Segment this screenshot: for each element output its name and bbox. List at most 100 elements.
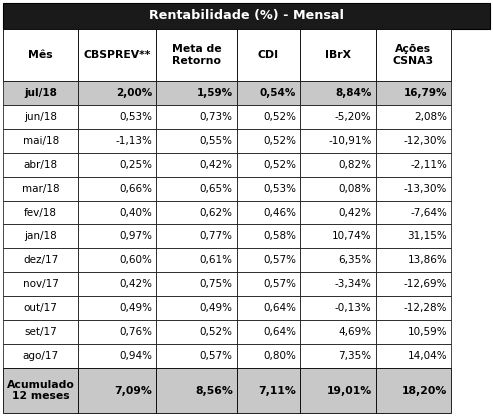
- Text: 0,52%: 0,52%: [263, 160, 296, 170]
- Text: 0,61%: 0,61%: [200, 255, 233, 265]
- Text: 31,15%: 31,15%: [407, 231, 447, 241]
- Bar: [3, 320, 78, 344]
- Bar: [237, 29, 300, 81]
- Text: 0,08%: 0,08%: [339, 183, 372, 193]
- Bar: [3, 129, 78, 153]
- Bar: [156, 272, 237, 296]
- Text: Rentabilidade (%) - Mensal: Rentabilidade (%) - Mensal: [149, 10, 344, 22]
- Bar: [3, 3, 490, 29]
- Text: 0,57%: 0,57%: [200, 351, 233, 361]
- Text: -13,30%: -13,30%: [404, 183, 447, 193]
- Text: 0,46%: 0,46%: [263, 208, 296, 218]
- Bar: [237, 153, 300, 177]
- Bar: [3, 105, 78, 129]
- Text: 0,53%: 0,53%: [263, 183, 296, 193]
- Bar: [376, 272, 451, 296]
- Text: 0,73%: 0,73%: [200, 112, 233, 122]
- Text: nov/17: nov/17: [23, 279, 59, 289]
- Bar: [237, 177, 300, 201]
- Text: 0,64%: 0,64%: [263, 303, 296, 313]
- Bar: [78, 201, 156, 225]
- Bar: [78, 177, 156, 201]
- Text: 19,01%: 19,01%: [326, 386, 372, 396]
- Text: 0,40%: 0,40%: [120, 208, 152, 218]
- Bar: [237, 201, 300, 225]
- Bar: [376, 248, 451, 272]
- Text: -3,34%: -3,34%: [335, 279, 372, 289]
- Text: 7,35%: 7,35%: [339, 351, 372, 361]
- Bar: [376, 129, 451, 153]
- Bar: [3, 153, 78, 177]
- Text: -12,28%: -12,28%: [404, 303, 447, 313]
- Bar: [237, 344, 300, 368]
- Bar: [3, 81, 78, 105]
- Bar: [156, 368, 237, 413]
- Text: 18,20%: 18,20%: [402, 386, 447, 396]
- Bar: [237, 368, 300, 413]
- Text: 0,64%: 0,64%: [263, 327, 296, 337]
- Text: jul/18: jul/18: [24, 88, 57, 98]
- Bar: [156, 129, 237, 153]
- Text: 0,49%: 0,49%: [200, 303, 233, 313]
- Bar: [300, 29, 376, 81]
- Text: 0,94%: 0,94%: [119, 351, 152, 361]
- Text: 7,11%: 7,11%: [258, 386, 296, 396]
- Bar: [300, 177, 376, 201]
- Bar: [376, 201, 451, 225]
- Text: 0,65%: 0,65%: [200, 183, 233, 193]
- Bar: [376, 153, 451, 177]
- Text: 0,82%: 0,82%: [339, 160, 372, 170]
- Bar: [300, 81, 376, 105]
- Text: jan/18: jan/18: [24, 231, 57, 241]
- Text: 1,59%: 1,59%: [197, 88, 233, 98]
- Text: 0,53%: 0,53%: [119, 112, 152, 122]
- Text: 8,56%: 8,56%: [195, 386, 233, 396]
- Text: 0,62%: 0,62%: [200, 208, 233, 218]
- Bar: [156, 81, 237, 105]
- Bar: [156, 177, 237, 201]
- Text: -2,11%: -2,11%: [410, 160, 447, 170]
- Text: Acumulado
12 meses: Acumulado 12 meses: [7, 380, 74, 401]
- Bar: [300, 320, 376, 344]
- Bar: [237, 272, 300, 296]
- Bar: [300, 272, 376, 296]
- Bar: [3, 368, 78, 413]
- Bar: [376, 29, 451, 81]
- Bar: [237, 248, 300, 272]
- Bar: [78, 225, 156, 248]
- Bar: [156, 29, 237, 81]
- Bar: [78, 248, 156, 272]
- Bar: [237, 129, 300, 153]
- Text: 0,55%: 0,55%: [200, 136, 233, 146]
- Bar: [376, 320, 451, 344]
- Text: 0,75%: 0,75%: [200, 279, 233, 289]
- Bar: [78, 368, 156, 413]
- Text: mai/18: mai/18: [23, 136, 59, 146]
- Text: -1,13%: -1,13%: [115, 136, 152, 146]
- Bar: [300, 201, 376, 225]
- Bar: [78, 29, 156, 81]
- Text: dez/17: dez/17: [23, 255, 58, 265]
- Text: 0,58%: 0,58%: [263, 231, 296, 241]
- Bar: [376, 368, 451, 413]
- Bar: [78, 81, 156, 105]
- Bar: [300, 225, 376, 248]
- Bar: [237, 225, 300, 248]
- Bar: [300, 129, 376, 153]
- Text: set/17: set/17: [24, 327, 57, 337]
- Bar: [78, 129, 156, 153]
- Bar: [300, 368, 376, 413]
- Text: -12,69%: -12,69%: [404, 279, 447, 289]
- Text: 0,80%: 0,80%: [263, 351, 296, 361]
- Bar: [156, 344, 237, 368]
- Text: 4,69%: 4,69%: [339, 327, 372, 337]
- Text: -12,30%: -12,30%: [404, 136, 447, 146]
- Bar: [3, 272, 78, 296]
- Bar: [300, 296, 376, 320]
- Bar: [78, 105, 156, 129]
- Bar: [3, 177, 78, 201]
- Text: 0,25%: 0,25%: [119, 160, 152, 170]
- Text: 16,79%: 16,79%: [404, 88, 447, 98]
- Text: 0,49%: 0,49%: [119, 303, 152, 313]
- Bar: [300, 248, 376, 272]
